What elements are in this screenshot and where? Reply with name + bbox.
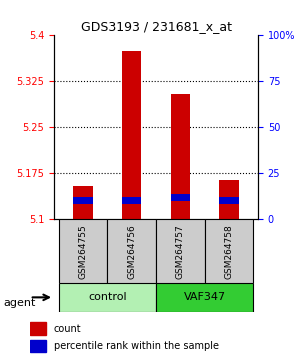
Bar <box>74 186 93 219</box>
Text: VAF347: VAF347 <box>184 292 226 302</box>
Text: GSM264755: GSM264755 <box>79 224 88 279</box>
Bar <box>171 94 190 219</box>
Text: count: count <box>54 324 81 333</box>
Text: control: control <box>88 292 127 302</box>
FancyBboxPatch shape <box>107 219 156 283</box>
FancyBboxPatch shape <box>205 219 253 283</box>
Bar <box>74 197 93 204</box>
Text: GSM264757: GSM264757 <box>176 224 185 279</box>
Bar <box>171 194 190 201</box>
Bar <box>122 51 141 219</box>
FancyBboxPatch shape <box>59 219 107 283</box>
Text: GSM264758: GSM264758 <box>224 224 233 279</box>
FancyBboxPatch shape <box>156 219 205 283</box>
Text: GSM264756: GSM264756 <box>127 224 136 279</box>
Bar <box>30 322 46 335</box>
Title: GDS3193 / 231681_x_at: GDS3193 / 231681_x_at <box>80 20 232 33</box>
Text: percentile rank within the sample: percentile rank within the sample <box>54 341 219 351</box>
Bar <box>30 340 46 352</box>
FancyBboxPatch shape <box>59 283 156 312</box>
FancyBboxPatch shape <box>156 283 253 312</box>
Text: agent: agent <box>3 298 35 308</box>
Bar <box>219 179 239 219</box>
Bar <box>122 197 141 204</box>
Bar <box>219 197 239 204</box>
